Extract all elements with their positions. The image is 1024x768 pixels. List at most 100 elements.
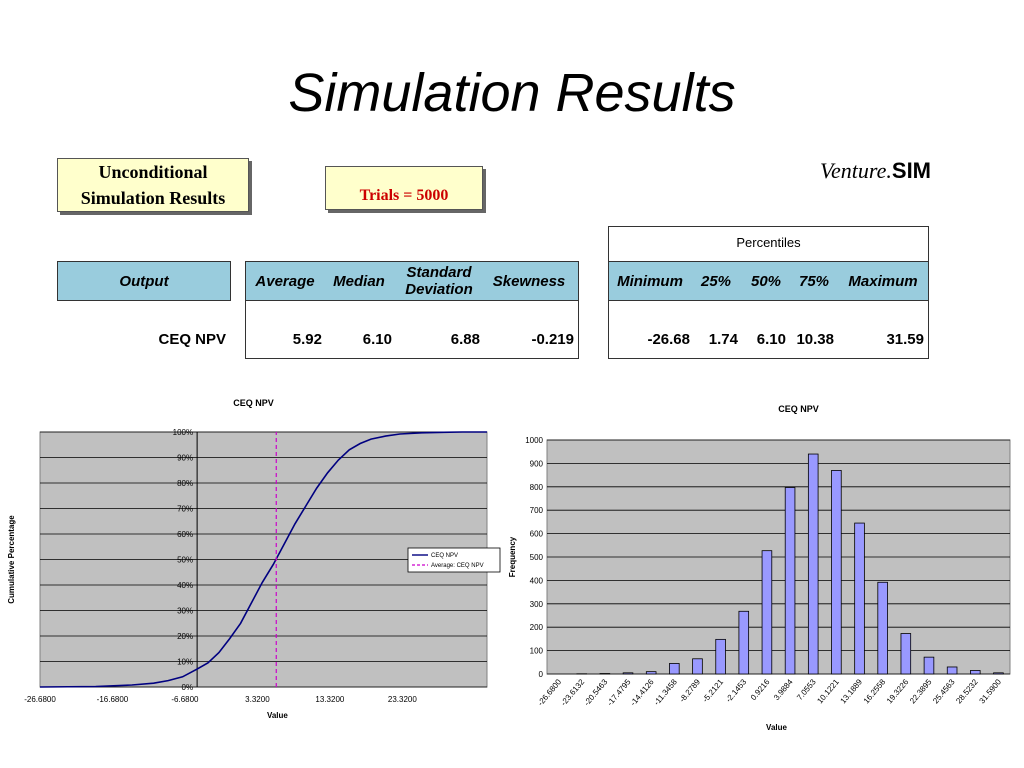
hist-x-tick-label: 25.4563 bbox=[931, 677, 957, 705]
percentiles-header-bg bbox=[608, 261, 929, 301]
hist-bar bbox=[854, 522, 865, 675]
p75-value: 10.38 bbox=[796, 331, 834, 348]
minimum-header: Minimum bbox=[617, 272, 683, 290]
std-dev-header: Standard Deviation bbox=[405, 264, 473, 298]
hist-title: CEQ NPV bbox=[778, 404, 819, 414]
unconditional-line1: Unconditional bbox=[98, 162, 208, 182]
hist-bar bbox=[738, 610, 750, 675]
hist-bar bbox=[645, 671, 657, 675]
venture-sim-logo: Venture.SIM bbox=[820, 158, 931, 184]
cdf-y-tick-label: 40% bbox=[177, 581, 193, 590]
cdf-x-tick-label: -16.6800 bbox=[97, 695, 129, 704]
skewness-header: Skewness bbox=[492, 272, 566, 290]
p75-header: 75% bbox=[798, 272, 830, 290]
hist-x-tick-label: 19.3226 bbox=[885, 677, 911, 705]
hist-x-tick-label: -14.4126 bbox=[629, 677, 657, 707]
cdf-x-label: Value bbox=[267, 711, 288, 720]
p50-value: 6.10 bbox=[756, 331, 786, 348]
trials-box: Trials = 5000 bbox=[325, 166, 483, 210]
cdf-y-tick-label: 60% bbox=[177, 530, 193, 539]
cdf-y-label: Cumulative Percentage bbox=[7, 515, 16, 604]
cdf-legend-label: Average: CEQ NPV bbox=[431, 563, 484, 569]
hist-y-tick-label: 300 bbox=[530, 600, 544, 609]
hist-bar bbox=[692, 658, 703, 675]
unconditional-line2: Simulation Results bbox=[80, 188, 226, 208]
std-dev-value: 6.88 bbox=[450, 331, 480, 348]
hist-bar bbox=[877, 581, 888, 675]
hist-y-tick-label: 200 bbox=[530, 623, 544, 632]
histogram-chart: CEQ NPV 0 100 200 300 400 500 600 700 800 900 1000 -… bbox=[508, 404, 1011, 732]
hist-x-tick-label: 16.2558 bbox=[862, 677, 888, 705]
cdf-legend-box bbox=[407, 547, 501, 573]
hist-y-tick-label: 900 bbox=[530, 459, 544, 468]
hist-bar bbox=[669, 663, 680, 675]
cdf-series-line bbox=[39, 431, 487, 688]
cdf-y-tick-label: 90% bbox=[177, 454, 193, 463]
logo-bold: SIM bbox=[891, 158, 932, 183]
hist-x-tick-label: 10.1221 bbox=[815, 677, 841, 705]
p25-header: 25% bbox=[700, 272, 732, 290]
cdf-y-tick-label: 100% bbox=[173, 428, 193, 437]
cdf-x-tick-label: 13.3200 bbox=[315, 695, 344, 704]
cdf-x-tick-label: -6.6800 bbox=[171, 695, 199, 704]
hist-bar bbox=[970, 670, 981, 675]
cdf-y-tick-label: 80% bbox=[177, 479, 193, 488]
unconditional-results-box: Unconditional Simulation Results bbox=[57, 158, 249, 212]
hist-y-tick-label: 800 bbox=[530, 483, 544, 492]
cdf-y-tick-label: 50% bbox=[177, 556, 193, 565]
skewness-value: -0.219 bbox=[531, 331, 574, 348]
hist-x-tick-label: 22.3895 bbox=[908, 677, 934, 705]
cdf-x-tick-label: -26.6800 bbox=[24, 695, 56, 704]
maximum-header: Maximum bbox=[848, 272, 918, 290]
hist-y-tick-label: 600 bbox=[530, 530, 544, 539]
hist-x-label: Value bbox=[766, 723, 787, 732]
logo-script: Venture. bbox=[820, 158, 892, 183]
hist-bar bbox=[923, 656, 935, 675]
row-label: CEQ NPV bbox=[158, 331, 226, 348]
hist-bar bbox=[993, 672, 1004, 675]
hist-bar bbox=[946, 666, 958, 675]
cdf-y-tick-label: 20% bbox=[177, 632, 193, 641]
hist-y-tick-label: 100 bbox=[530, 647, 544, 656]
cdf-x-tick-label: 23.3200 bbox=[388, 695, 417, 704]
average-header: Average bbox=[255, 272, 315, 290]
hist-bar bbox=[761, 550, 773, 675]
stats-header-bg bbox=[245, 261, 579, 301]
median-header: Median bbox=[333, 272, 385, 290]
slide-title: Simulation Results bbox=[288, 63, 736, 123]
hist-y-tick-label: 0 bbox=[539, 670, 544, 679]
hist-x-tick-label: 3.9884 bbox=[772, 677, 795, 702]
hist-bar bbox=[900, 633, 912, 675]
hist-x-tick-label: 7.0553 bbox=[795, 677, 818, 702]
hist-x-tick-label: 0.9216 bbox=[749, 677, 772, 702]
cumulative-chart: CEQ NPV 0% 10% 20% 30% 40% 50% 60% 70% 80% 90% 100%… bbox=[7, 398, 501, 720]
minimum-value: -26.68 bbox=[647, 331, 690, 348]
maximum-value: 31.59 bbox=[886, 331, 924, 348]
output-header-bg bbox=[57, 261, 231, 301]
cdf-title: CEQ NPV bbox=[233, 398, 274, 408]
cdf-y-tick-label: 10% bbox=[177, 658, 193, 667]
hist-bar bbox=[715, 638, 726, 675]
hist-bar bbox=[784, 487, 796, 675]
cdf-y-tick-label: 30% bbox=[177, 607, 193, 616]
hist-bar bbox=[831, 470, 842, 675]
hist-y-tick-label: 700 bbox=[530, 506, 544, 515]
cdf-x-tick-label: 3.3200 bbox=[245, 695, 270, 704]
hist-y-tick-label: 500 bbox=[530, 553, 544, 562]
cdf-y-tick-label: 0% bbox=[182, 683, 194, 692]
hist-x-tick-label: 13.1889 bbox=[839, 677, 865, 705]
median-value: 6.10 bbox=[362, 331, 392, 348]
percentiles-title: Percentiles bbox=[736, 235, 801, 250]
hist-bar bbox=[807, 453, 819, 675]
hist-y-label: Frequency bbox=[508, 536, 517, 577]
hist-x-tick-label: 31.5900 bbox=[977, 677, 1003, 705]
cdf-legend-label: CEQ NPV bbox=[431, 553, 458, 559]
hist-y-tick-label: 1000 bbox=[525, 436, 543, 445]
output-header: Output bbox=[119, 272, 169, 290]
hist-x-tick-label: -5.2121 bbox=[701, 677, 726, 704]
hist-x-tick-label: -8.2789 bbox=[678, 677, 703, 704]
hist-x-tick-label: -11.3458 bbox=[652, 677, 679, 707]
hist-x-tick-label: 28.5232 bbox=[954, 677, 980, 705]
p50-header: 50% bbox=[750, 272, 782, 290]
p25-value: 1.74 bbox=[708, 331, 738, 348]
